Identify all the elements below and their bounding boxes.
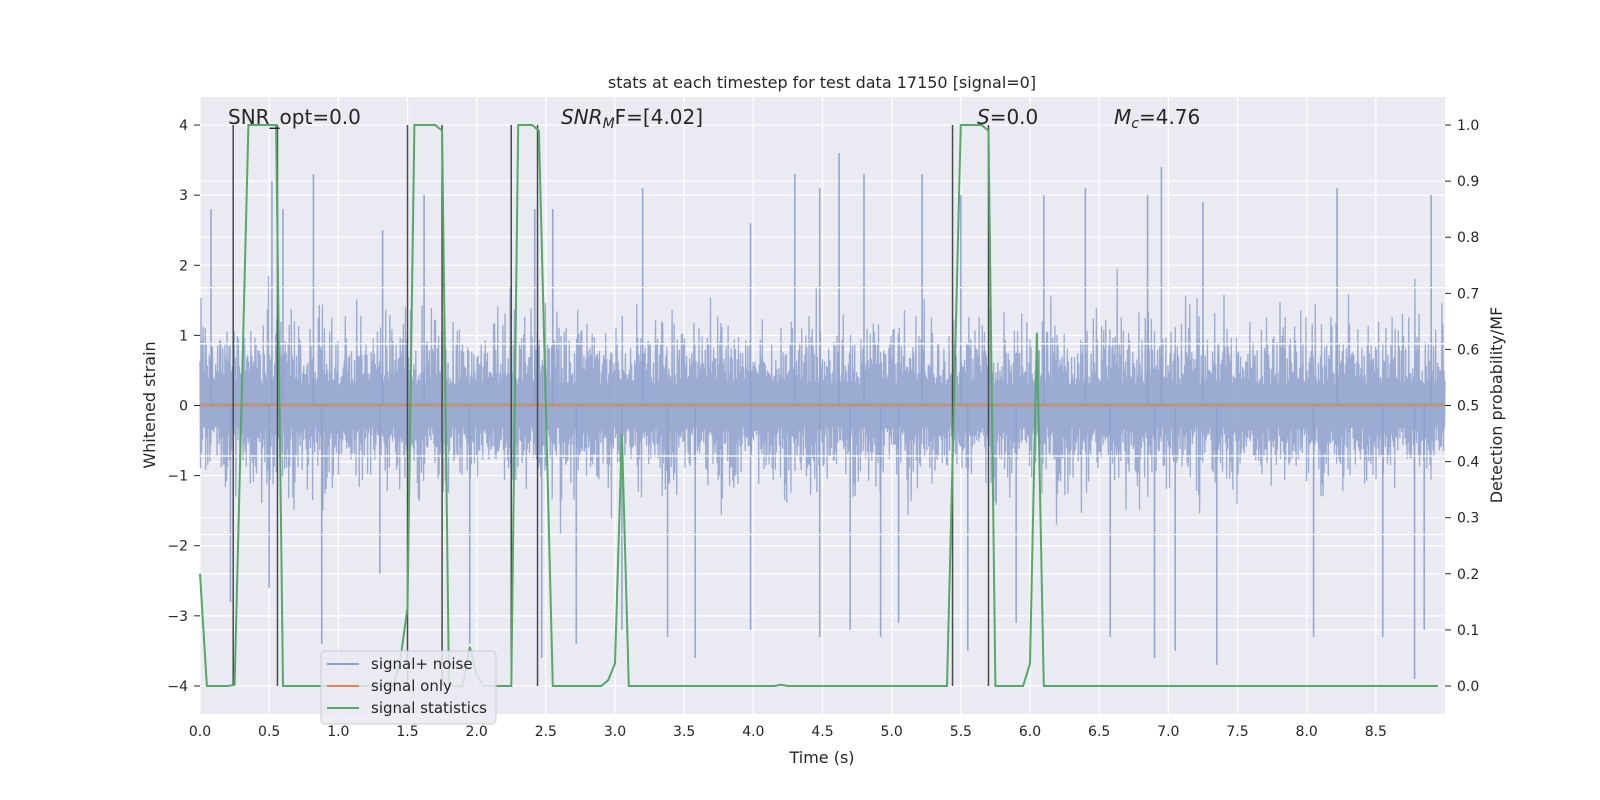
y-right-axis-ticks: 1.0 0.9 0.8 0.7 0.6 0.5 0.4 0.3 0.2 0.1 0.0 [1445,118,1479,695]
y-tick-label: −4 [167,679,188,695]
x-tick-label: 8.5 [1365,724,1387,740]
x-tick-label: 6.0 [1019,724,1041,740]
y-right-tick-label: 0.2 [1457,567,1479,583]
x-tick-label: 8.0 [1296,724,1318,740]
y-axis-label: Whitened strain [140,341,159,468]
legend: signal+ noise signal only signal statist… [320,650,497,725]
x-tick-label: 5.0 [881,724,903,740]
stats-line [199,124,1439,687]
y-tick-label: 2 [179,258,188,274]
y-right-tick-label: 0.3 [1457,511,1479,527]
y-right-tick-label: 0.9 [1457,174,1479,190]
x-tick-label: 1.0 [327,724,349,740]
mc-subscript: c [1131,116,1139,132]
y-right-tick-label: 0.4 [1457,455,1479,471]
y-tick-label: 4 [179,118,188,134]
legend-label-stats: signal statistics [371,699,487,717]
y-right-tick-label: 0.8 [1457,230,1479,246]
x-axis-label: Time (s) [788,748,854,767]
y-right-tick-label: 0.5 [1457,399,1479,415]
legend-box [320,650,497,725]
chart-title: stats at each timestep for test data 171… [608,73,1036,92]
y-right-tick-label: 0.1 [1457,623,1479,639]
y-tick-label: 0 [179,399,188,415]
mc-base: M [1114,105,1131,129]
x-tick-label: 0.0 [189,724,211,740]
x-tick-label: 2.0 [466,724,488,740]
s-value: =0.0 [990,105,1039,129]
x-tick-label: 0.5 [258,724,280,740]
x-tick-label: 2.5 [535,724,557,740]
legend-label-signal: signal only [371,677,452,695]
y-tick-label: 3 [179,188,188,204]
y-right-tick-label: 0.7 [1457,286,1479,302]
y-tick-label: −2 [167,539,188,555]
annotation-snr-mf: SNRMF=[4.02] [561,105,703,132]
x-tick-label: 7.5 [1226,724,1248,740]
x-tick-label: 6.5 [1088,724,1110,740]
x-tick-label: 7.0 [1157,724,1179,740]
x-tick-label: 4.5 [811,724,833,740]
y-right-tick-label: 0.6 [1457,342,1479,358]
y-tick-label: −1 [167,469,188,485]
x-tick-label: 1.5 [396,724,418,740]
x-tick-label: 4.0 [742,724,764,740]
x-tick-label: 3.0 [604,724,626,740]
legend-label-noise: signal+ noise [371,655,473,673]
annotation-snr-opt: SNR_opt=0.0 [228,105,361,129]
y-tick-label: 1 [179,328,188,344]
snr-mf-rest: F=[4.02] [615,105,703,129]
annotation-s: S=0.0 [977,105,1038,129]
snr-mf-subscript: M [603,116,615,132]
snr-mf-base: SNR [561,105,603,129]
mc-value: =4.76 [1139,105,1200,129]
y-tick-label: −3 [167,609,188,625]
x-axis-ticks: 0.0 0.5 1.0 1.5 2.0 2.5 3.0 3.5 4.0 4.5 5.0 5.5 6.0 6… [189,724,1387,740]
y-right-tick-label: 1.0 [1457,118,1479,134]
x-tick-label: 3.5 [673,724,695,740]
annotation-mc: Mc=4.76 [1114,105,1200,132]
signal-statistics-trace [199,124,1439,687]
signal-only-trace [200,403,1445,407]
vertical-markers [232,125,990,686]
y-right-tick-label: 0.0 [1457,679,1479,695]
s-label: S [977,105,990,129]
x-tick-label: 5.5 [950,724,972,740]
y-right-axis-label: Detection probability/MF [1487,307,1506,504]
y-axis-ticks: 4 3 2 1 0 −1 −2 −3 −4 [167,118,200,695]
